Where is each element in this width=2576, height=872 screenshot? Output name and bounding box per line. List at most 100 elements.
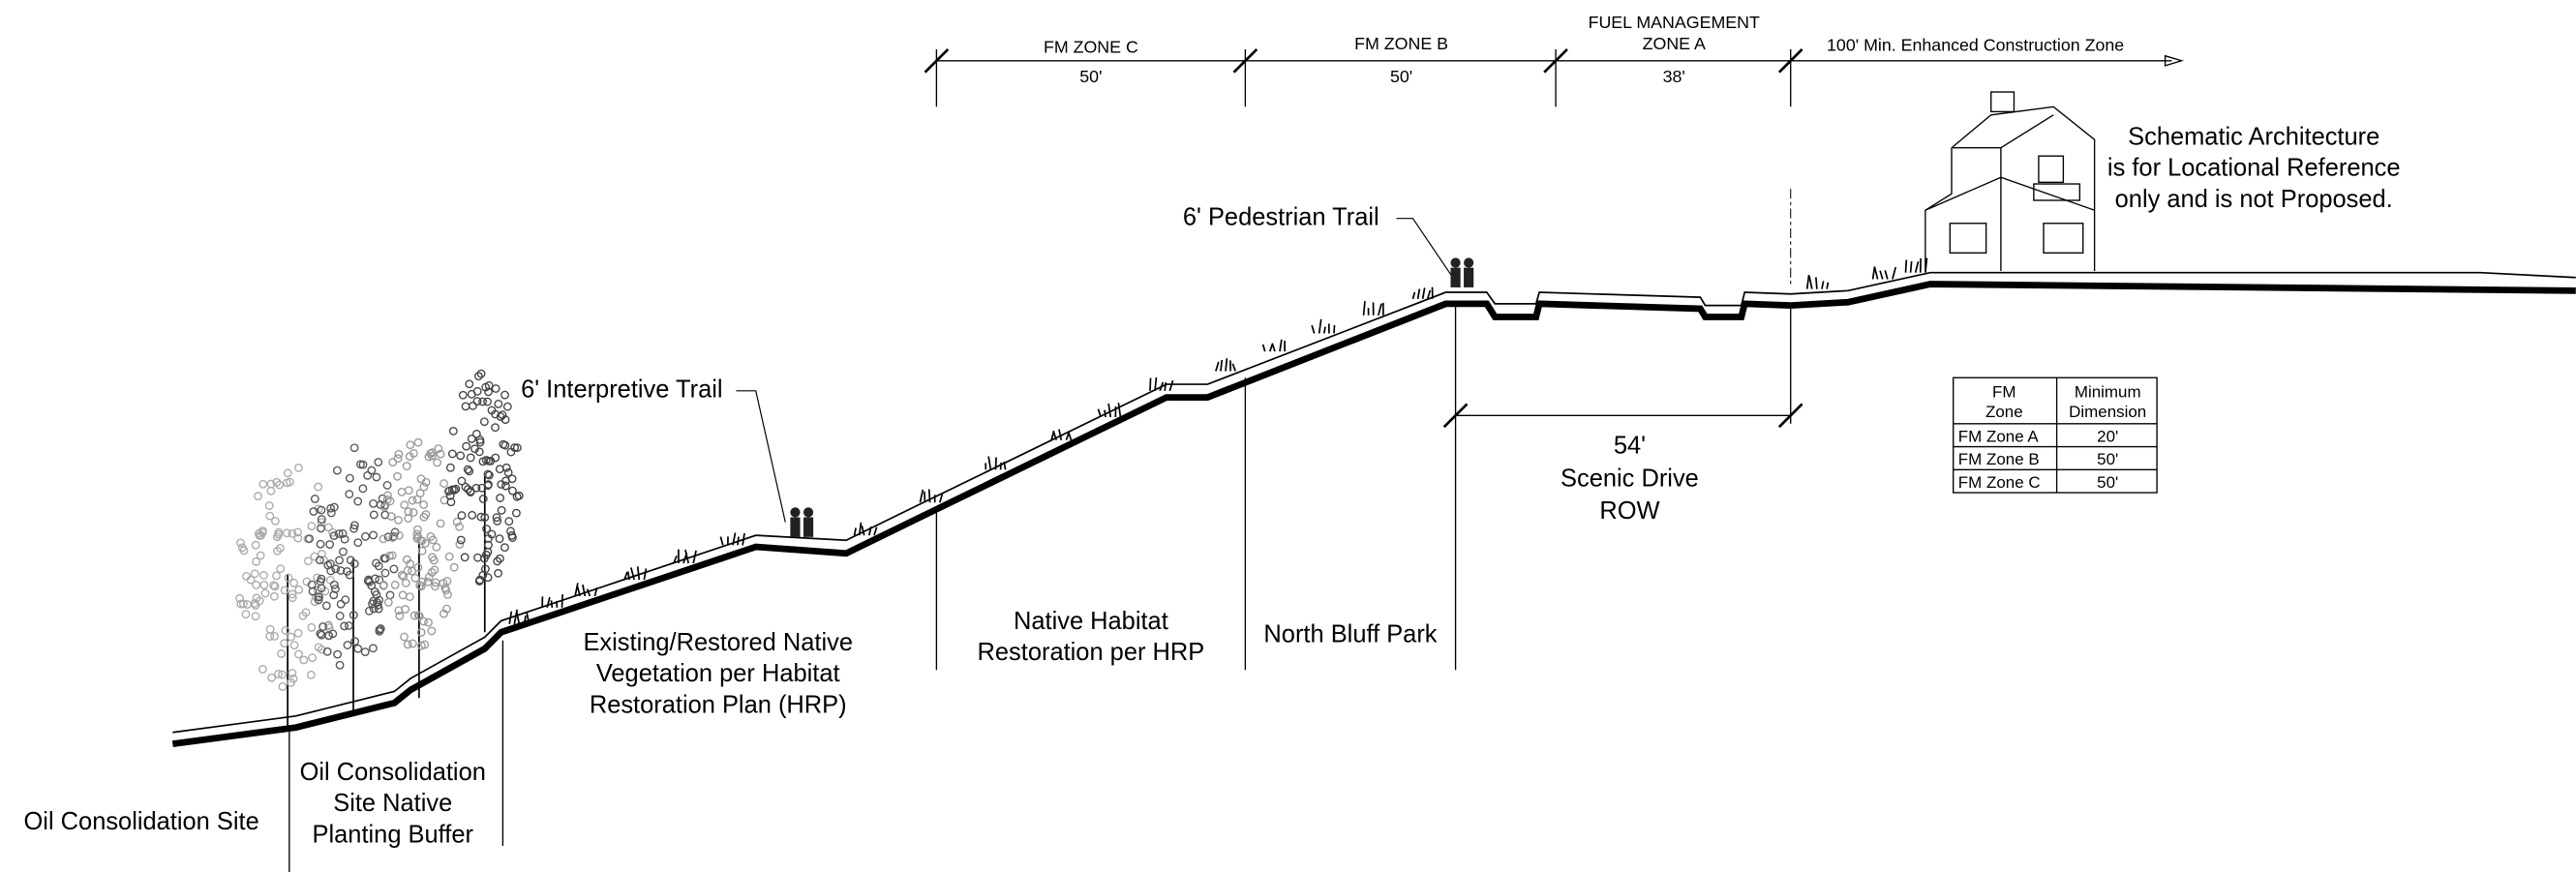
plant bbox=[342, 596, 349, 603]
plant bbox=[294, 629, 301, 636]
plant bbox=[336, 613, 343, 619]
zone-label: FM ZONE C bbox=[1044, 37, 1138, 56]
plant bbox=[420, 501, 427, 508]
plant bbox=[501, 391, 508, 398]
plant bbox=[390, 565, 397, 572]
plant bbox=[1364, 301, 1365, 316]
plant bbox=[1272, 344, 1275, 352]
plant bbox=[456, 541, 463, 548]
plant bbox=[371, 511, 378, 518]
plant bbox=[450, 563, 457, 570]
plant bbox=[497, 495, 503, 501]
zone-label: FM ZONE B bbox=[1354, 34, 1448, 53]
plant bbox=[403, 580, 409, 586]
plant bbox=[266, 633, 273, 640]
plant bbox=[444, 591, 451, 598]
plant bbox=[462, 403, 469, 409]
plant bbox=[340, 548, 347, 555]
plant bbox=[277, 565, 284, 572]
plant bbox=[481, 418, 488, 425]
plant bbox=[492, 424, 499, 431]
plant bbox=[1911, 261, 1912, 273]
zone-dimension-label: 38' bbox=[1663, 67, 1685, 86]
plant bbox=[1169, 380, 1172, 391]
plant bbox=[414, 564, 421, 571]
plant bbox=[359, 485, 366, 492]
plant bbox=[440, 480, 447, 487]
plant bbox=[375, 459, 381, 466]
plant bbox=[267, 487, 274, 494]
plant bbox=[1280, 340, 1282, 351]
plant bbox=[305, 557, 312, 564]
plant bbox=[638, 566, 640, 580]
plant bbox=[336, 556, 343, 563]
plant bbox=[450, 428, 457, 435]
plant bbox=[253, 558, 259, 565]
plant bbox=[308, 523, 315, 529]
plant bbox=[504, 403, 511, 409]
plant bbox=[373, 473, 379, 480]
plant bbox=[495, 401, 501, 407]
interpretive-trail-label: 6' Interpretive Trail bbox=[521, 376, 722, 404]
plant bbox=[326, 541, 333, 548]
plant bbox=[386, 591, 393, 598]
plant bbox=[364, 472, 371, 479]
plant bbox=[988, 456, 990, 469]
area-label: Existing/Restored NativeVegetation per H… bbox=[583, 629, 853, 718]
plant bbox=[381, 569, 388, 576]
plant bbox=[468, 391, 474, 398]
plant bbox=[253, 582, 259, 588]
plant bbox=[855, 527, 857, 535]
plant bbox=[492, 385, 499, 392]
plant bbox=[354, 497, 361, 504]
plant bbox=[480, 496, 487, 502]
area-label: North Bluff Park bbox=[1263, 620, 1437, 647]
pedestrian-trail-label: 6' Pedestrian Trail bbox=[1183, 203, 1379, 230]
plant bbox=[920, 490, 923, 502]
plant bbox=[457, 452, 464, 459]
plant bbox=[347, 474, 353, 481]
plant bbox=[346, 491, 352, 497]
plant bbox=[460, 392, 467, 399]
plant bbox=[403, 463, 409, 469]
plant bbox=[470, 403, 476, 409]
plant bbox=[1216, 362, 1219, 372]
plant bbox=[467, 454, 473, 461]
plant bbox=[1816, 277, 1817, 288]
plant bbox=[1221, 360, 1222, 372]
plant bbox=[370, 645, 377, 651]
plant bbox=[370, 531, 377, 538]
plant bbox=[411, 575, 418, 582]
plant bbox=[1916, 261, 1919, 272]
plant bbox=[290, 642, 297, 648]
ground-surface bbox=[172, 273, 2575, 733]
plant bbox=[315, 483, 321, 490]
leader bbox=[736, 391, 785, 523]
plant bbox=[383, 482, 390, 489]
plant bbox=[350, 444, 357, 451]
plant bbox=[501, 544, 508, 551]
plant bbox=[437, 520, 443, 526]
plant bbox=[1001, 463, 1002, 469]
plant bbox=[279, 683, 286, 690]
plant bbox=[509, 487, 516, 494]
plant bbox=[308, 672, 315, 678]
plant bbox=[458, 512, 465, 519]
plant bbox=[1165, 382, 1166, 391]
plant bbox=[274, 533, 281, 540]
plant bbox=[1232, 364, 1235, 372]
table-cell: FM Zone C bbox=[1958, 473, 2041, 492]
plant bbox=[370, 500, 377, 507]
plant bbox=[312, 496, 318, 502]
table-cell: 50' bbox=[2097, 473, 2118, 492]
plant bbox=[237, 539, 244, 546]
plant bbox=[1118, 403, 1120, 417]
plant bbox=[874, 527, 877, 535]
plant bbox=[466, 380, 472, 387]
plant bbox=[517, 612, 520, 624]
plant bbox=[924, 492, 925, 502]
section-drawing: FM ZONE C 50' FM ZONE B 50' FUEL MANAGEM… bbox=[0, 0, 2576, 872]
area-label: Oil Consolidation Site bbox=[24, 808, 259, 835]
plant bbox=[1379, 304, 1381, 316]
